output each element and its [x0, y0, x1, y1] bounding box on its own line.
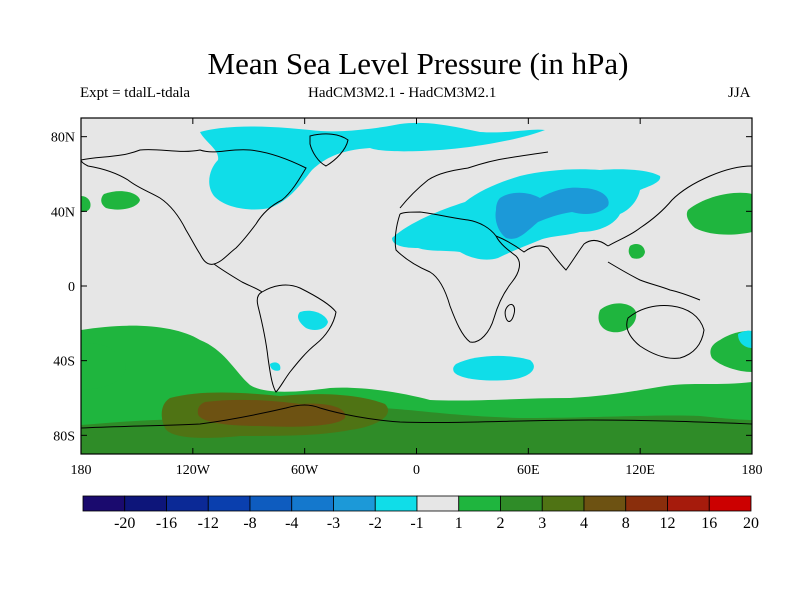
colorbar-swatch	[333, 495, 376, 512]
colorbar-label: 8	[622, 515, 630, 532]
coastlines	[81, 133, 752, 429]
lat-label: 80N	[51, 131, 75, 146]
colorbar-label: -4	[285, 515, 298, 532]
colorbar-label: 1	[455, 515, 463, 532]
colorbar-swatch	[458, 495, 501, 512]
coast-arabia-india	[495, 235, 609, 271]
colorbar-swatch	[541, 495, 585, 512]
map-title: Mean Sea Level Pressure (in hPa)	[207, 46, 629, 81]
lat-axis: 80N 40N 0 40S 80S	[51, 131, 752, 444]
colorbar-label: -12	[198, 515, 219, 532]
colorbar-swatch	[166, 495, 209, 512]
lon-label: 60E	[517, 463, 540, 478]
colorbar-label: 20	[743, 515, 759, 532]
lon-label: 120W	[176, 463, 211, 478]
lon-label: 0	[413, 463, 420, 478]
colorbar-swatch	[82, 495, 126, 512]
colorbar-swatch	[708, 495, 752, 512]
lat-label: 40S	[53, 355, 75, 370]
coast-east-asia	[607, 165, 752, 247]
positive-patch-west-edge	[81, 196, 91, 212]
colorbar-swatch	[667, 495, 710, 512]
coast-south-america	[256, 284, 337, 393]
coast-southeast-asia	[607, 261, 701, 301]
colorbar-swatch	[374, 495, 418, 512]
colorbar-swatch	[500, 495, 543, 512]
colorbar-swatch	[416, 495, 460, 512]
negative-arctic-greenland	[200, 122, 545, 210]
experiment-label: Expt = tdalL-tdala	[80, 85, 191, 101]
coast-antarctica	[81, 404, 752, 429]
positive-core-antarctica-max	[197, 399, 346, 427]
coast-north-america	[81, 149, 307, 265]
positive-band-south-left	[81, 343, 126, 390]
positive-patch-north-pacific	[686, 192, 752, 235]
colorbar-swatch	[249, 495, 293, 512]
colorbar-swatch	[625, 495, 668, 512]
lat-label: 80S	[53, 429, 75, 444]
season-label: JJA	[728, 85, 751, 101]
negative-patch-patagonia	[270, 362, 281, 371]
lon-axis: 180 120W 60W 0 60E 120E 180	[71, 118, 763, 478]
lat-label: 0	[68, 280, 75, 295]
colorbar-label: 4	[580, 515, 588, 532]
negative-patch-indian-south	[453, 355, 534, 381]
coast-europe	[399, 151, 549, 209]
coast-africa	[394, 211, 520, 343]
models-label: HadCM3M2.1 - HadCM3M2.1	[308, 85, 497, 101]
lon-label: 60W	[291, 463, 319, 478]
colorbar-label: -3	[327, 515, 340, 532]
lon-label: 180	[71, 463, 92, 478]
colorbar-swatch	[207, 495, 251, 512]
negative-patch-south-atlantic	[298, 310, 328, 330]
colorbar-label: -16	[156, 515, 177, 532]
lon-label: 180	[742, 463, 763, 478]
lat-label: 40N	[51, 205, 75, 220]
coast-central-america	[213, 263, 263, 293]
colorbar-label: 2	[497, 515, 505, 532]
positive-patch-china	[628, 244, 645, 259]
lon-label: 120E	[625, 463, 655, 478]
negative-eurasia-core	[495, 187, 609, 239]
colorbar-label: -20	[114, 515, 135, 532]
colorbar-swatch	[583, 495, 627, 512]
negative-patch-southeast-pacific	[738, 330, 752, 348]
positive-patch-atlantic	[101, 191, 140, 210]
colorbar-swatch	[124, 495, 167, 512]
coast-madagascar	[504, 303, 515, 322]
colorbar-label: -8	[243, 515, 256, 532]
colorbar-label: -2	[369, 515, 382, 532]
colorbar-label: 3	[538, 515, 546, 532]
coast-australia	[626, 305, 705, 359]
colorbar-label: 16	[701, 515, 717, 532]
colorbar: -20 -16 -12 -8 -4 -3 -2 -1 1 2 3 4 8 12 16 20	[82, 495, 759, 532]
colorbar-label: -1	[410, 515, 423, 532]
colorbar-label: 12	[660, 515, 676, 532]
colorbar-swatch	[291, 495, 334, 512]
coast-greenland	[309, 133, 349, 167]
